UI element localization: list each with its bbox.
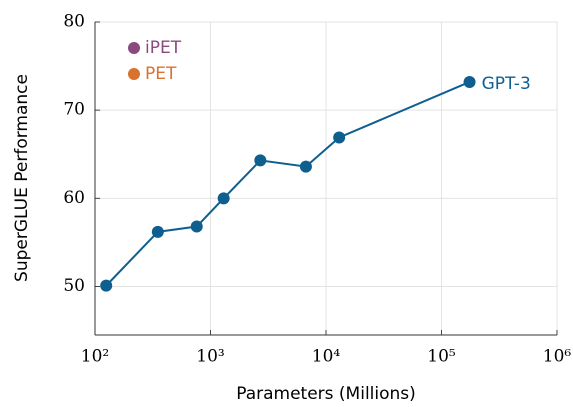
point [217, 192, 230, 205]
x-tick-label: 10⁶ [543, 347, 572, 367]
legend-marker [128, 68, 140, 80]
point [333, 131, 346, 144]
point [151, 225, 164, 238]
legend-label: PET [145, 64, 177, 84]
point [299, 160, 312, 173]
point [100, 279, 113, 292]
legend-label: iPET [145, 38, 182, 58]
y-tick-label: 70 [63, 100, 85, 120]
y-tick-label: 80 [63, 12, 85, 32]
x-tick-label: 10⁵ [427, 347, 456, 367]
y-axis-label: SuperGLUE Performance [12, 74, 32, 282]
line [105, 81, 470, 287]
legend-marker [128, 42, 140, 54]
point [190, 220, 203, 233]
x-tick-label: 10³ [196, 347, 224, 367]
series-label: GPT-3 [482, 74, 531, 94]
x-tick-label: 10² [81, 347, 109, 367]
x-tick-label: 10⁴ [312, 347, 341, 367]
point [463, 75, 476, 88]
point [254, 154, 267, 167]
y-tick-label: 50 [63, 276, 85, 296]
x-axis-label: Parameters (Millions) [236, 384, 416, 404]
y-tick-label: 60 [63, 188, 85, 208]
